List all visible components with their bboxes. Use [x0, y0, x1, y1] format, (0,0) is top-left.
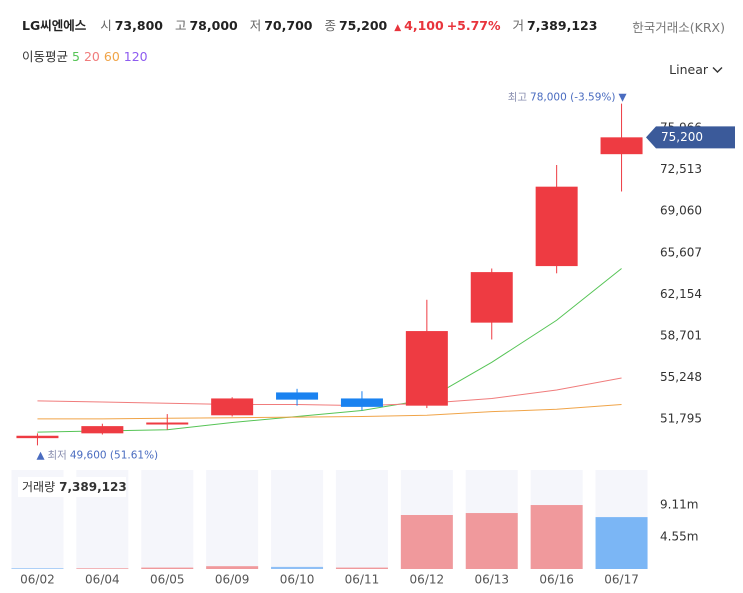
moving-average-line [37, 377, 622, 407]
y-tick-label: 55,248 [660, 370, 702, 384]
low-note: ▲ 최저 49,600 (51.61%) [36, 449, 158, 461]
ma-legend-item[interactable]: 5 [72, 49, 80, 64]
scale-select[interactable]: Linear [669, 62, 723, 77]
candle-body [470, 272, 513, 323]
value: 78,000 [189, 18, 238, 33]
x-tick-label: 06/02 [20, 573, 55, 587]
y-tick-label: 69,060 [660, 204, 702, 218]
y-tick-label: 51,795 [660, 411, 702, 425]
x-tick-label: 06/12 [410, 573, 445, 587]
x-tick-label: 06/13 [474, 573, 509, 587]
volume-bar [595, 517, 648, 569]
y-tick-label: 62,154 [660, 287, 702, 301]
y-tick-label: 58,701 [660, 328, 702, 342]
note-part: 최저 [48, 449, 67, 461]
label: 거 [512, 18, 525, 33]
candle-body [340, 398, 383, 407]
volume-bar [530, 505, 583, 569]
volume-bar [400, 515, 453, 569]
x-tick-label: 06/04 [85, 573, 120, 587]
label: 시 [100, 18, 112, 33]
volume-title-label: 거래량 [22, 480, 55, 494]
label: 종 [324, 18, 336, 33]
volume-column-bg [206, 470, 259, 569]
ma-legend-item[interactable]: 60 [103, 49, 120, 64]
volume-title: 거래량 7,389,123 [22, 480, 127, 494]
volume-column-bg [271, 470, 324, 569]
high-note: 최고 78,000 (-3.59%) ▼ [508, 92, 628, 104]
x-tick-label: 06/11 [345, 573, 380, 587]
value: 7,389,123 [527, 18, 598, 33]
volume-total: 7,389,123 [59, 480, 127, 494]
volume-bar [76, 568, 129, 569]
change: 4,100 [404, 18, 444, 33]
x-tick-label: 06/17 [604, 573, 639, 587]
note-part: 최고 [508, 92, 528, 104]
arrow: ▲ [394, 23, 402, 33]
note-part: ▼ [618, 92, 627, 104]
value: 70,700 [264, 18, 313, 33]
volume-bar [271, 566, 324, 569]
chevron [712, 67, 723, 73]
stock-name: LG씨엔에스 [22, 18, 87, 33]
candle-body [211, 398, 254, 416]
ma-legend: 이동평균 5 20 60 120 [22, 46, 152, 65]
candle-body [535, 186, 578, 267]
volume-column-bg [141, 470, 194, 569]
volume-tick-label: 9.11m [660, 498, 698, 512]
y-tick-label: 72,513 [660, 162, 702, 176]
current-price-label: 75,200 [661, 130, 703, 144]
moving-average-line [37, 403, 622, 420]
candle-body [276, 392, 319, 400]
x-tick-label: 06/10 [280, 573, 315, 587]
value: 75,200 [338, 18, 388, 33]
y-tick-label: 65,607 [660, 245, 702, 259]
volume-bar [335, 567, 388, 569]
label: 고 [174, 18, 187, 33]
note-part: ▲ [36, 449, 45, 461]
value: 73,800 [114, 18, 163, 33]
ma-legend-item[interactable]: 20 [83, 49, 100, 64]
candle-body [81, 426, 124, 434]
note-part: 49,600 (51.61%) [70, 449, 158, 461]
change-pct: +5.77% [446, 18, 501, 33]
candle-body [600, 137, 643, 155]
exchange: 한국거래소(KRX) [632, 20, 725, 35]
ma-legend-item[interactable]: 120 [123, 49, 148, 64]
current-price-tag [646, 126, 735, 149]
label: 저 [249, 18, 262, 33]
ma-label: 이동평균 [22, 49, 69, 64]
candle-body [16, 435, 59, 439]
x-tick-label: 06/16 [539, 573, 574, 587]
volume-column-bg [335, 470, 388, 569]
x-tick-label: 06/05 [150, 573, 185, 587]
volume-bar [465, 513, 518, 569]
volume-bar [141, 567, 194, 569]
scale-label[interactable]: Linear [669, 62, 709, 77]
note-part: 78,000 (-3.59%) [530, 92, 615, 104]
price-header: LG씨엔에스 시 73,800 고 78,000 저 70,700 종 75,200 ▲… [22, 15, 605, 34]
candle-body [146, 422, 189, 425]
moving-average-line [37, 268, 622, 433]
volume-title-bg [18, 477, 126, 497]
candle-body [405, 331, 448, 406]
x-tick-label: 06/09 [215, 573, 250, 587]
volume-bar [11, 568, 64, 569]
volume-tick-label: 4.55m [660, 530, 698, 544]
volume-bar [206, 566, 259, 569]
